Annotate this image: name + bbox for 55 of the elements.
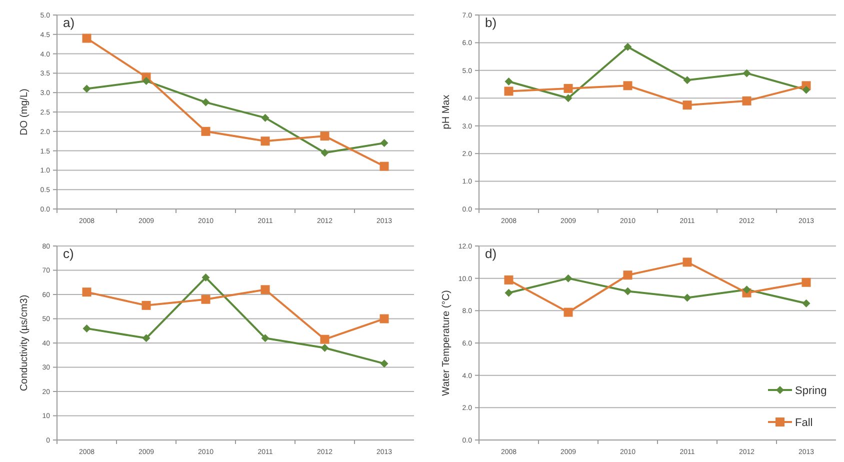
point — [623, 81, 632, 90]
point — [142, 334, 150, 342]
y-axis-title: DO (mg/L) — [19, 88, 30, 136]
point — [380, 162, 389, 171]
point — [742, 69, 751, 78]
legend-label: Fall — [795, 416, 813, 429]
point — [564, 94, 572, 102]
point — [201, 126, 210, 136]
y-axis-title: Water Temperature (°C) — [441, 290, 452, 396]
point — [564, 84, 573, 93]
point — [202, 274, 210, 282]
chart-title: a) — [63, 15, 75, 30]
point — [261, 334, 270, 342]
point — [504, 275, 514, 284]
chart-title: c) — [63, 246, 74, 261]
point — [624, 42, 632, 51]
point — [564, 274, 572, 282]
chart-title: b) — [485, 15, 497, 30]
point — [802, 299, 810, 308]
point — [380, 314, 389, 324]
point — [683, 294, 692, 302]
point — [504, 288, 513, 297]
point — [142, 76, 150, 85]
y-axis-title: Conductivity (µs/cm3) — [19, 294, 30, 392]
point — [623, 270, 632, 280]
point — [802, 278, 811, 287]
y-axis-title: pH Max — [441, 94, 452, 130]
point — [624, 287, 632, 296]
point — [504, 86, 514, 96]
point — [683, 76, 692, 84]
point — [320, 344, 329, 352]
point — [142, 300, 151, 310]
point — [201, 294, 210, 304]
point — [504, 78, 513, 86]
point — [682, 258, 692, 267]
point — [802, 86, 810, 94]
point — [564, 308, 573, 317]
point — [380, 139, 388, 148]
point — [320, 334, 330, 344]
point — [261, 114, 270, 122]
legend-label: Spring — [795, 384, 827, 397]
point — [742, 286, 751, 294]
point — [320, 132, 330, 141]
chart-title: d) — [485, 246, 497, 261]
point — [742, 96, 752, 106]
point — [82, 84, 91, 93]
point — [202, 98, 210, 106]
point — [82, 324, 91, 332]
point — [260, 285, 270, 294]
point — [82, 288, 92, 297]
point — [320, 148, 329, 157]
point — [380, 360, 388, 368]
point — [82, 34, 92, 43]
point — [260, 136, 270, 146]
point — [682, 100, 692, 110]
